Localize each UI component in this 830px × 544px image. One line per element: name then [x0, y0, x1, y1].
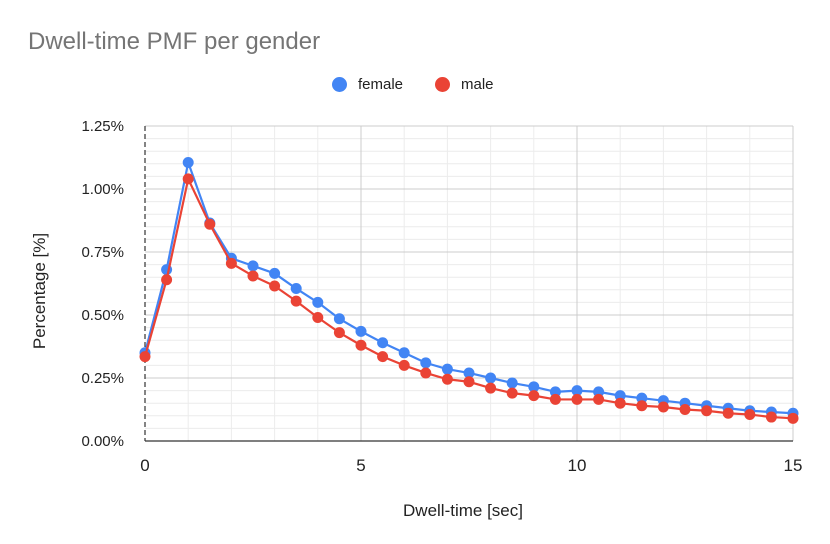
data-point-male[interactable] [333, 327, 345, 339]
legend-label-male: male [461, 76, 494, 93]
y-axis-title: Percentage [%] [30, 233, 49, 349]
x-tick-label: 5 [356, 456, 365, 475]
data-point-male[interactable] [312, 312, 324, 324]
data-point-female[interactable] [549, 386, 561, 398]
legend-marker-female [332, 77, 347, 92]
data-point-male[interactable] [161, 274, 173, 286]
data-point-female[interactable] [269, 267, 281, 279]
data-point-female[interactable] [485, 372, 497, 384]
data-point-male[interactable] [614, 397, 626, 409]
data-point-male[interactable] [420, 367, 432, 379]
data-point-male[interactable] [247, 270, 259, 282]
data-point-female[interactable] [290, 283, 302, 295]
major-gridlines [145, 125, 794, 441]
minor-gridlines [145, 126, 793, 441]
y-tick-label: 0.50% [81, 307, 124, 324]
axes [144, 126, 793, 442]
chart-title: Dwell-time PMF per gender [28, 28, 321, 55]
series-male [139, 173, 799, 424]
data-point-male[interactable] [441, 373, 453, 385]
data-point-male[interactable] [571, 393, 583, 405]
y-tick-label: 0.00% [81, 433, 124, 450]
data-point-female[interactable] [441, 363, 453, 375]
data-point-male[interactable] [701, 405, 713, 417]
data-point-male[interactable] [787, 412, 799, 424]
legend-item-female[interactable]: female [332, 76, 403, 93]
x-tick-label: 0 [140, 456, 149, 475]
legend-label-female: female [358, 76, 404, 93]
data-point-female[interactable] [420, 357, 432, 369]
data-point-female[interactable] [377, 337, 389, 349]
data-point-female[interactable] [614, 390, 626, 402]
data-point-male[interactable] [744, 409, 756, 421]
data-point-male[interactable] [722, 407, 734, 419]
data-point-female[interactable] [593, 386, 605, 398]
data-point-male[interactable] [182, 173, 194, 185]
data-point-male[interactable] [485, 382, 497, 394]
data-point-male[interactable] [549, 393, 561, 405]
data-point-male[interactable] [398, 359, 410, 371]
data-point-female[interactable] [182, 157, 194, 169]
data-point-male[interactable] [204, 218, 216, 230]
data-point-male[interactable] [355, 339, 367, 351]
data-point-male[interactable] [765, 411, 777, 423]
data-point-female[interactable] [312, 296, 324, 308]
data-point-male[interactable] [139, 351, 151, 363]
data-point-female[interactable] [506, 377, 518, 389]
data-point-male[interactable] [225, 257, 237, 269]
data-point-male[interactable] [506, 387, 518, 399]
legend[interactable]: female male [0, 76, 830, 100]
data-point-female[interactable] [636, 392, 648, 404]
tick-labels: 0.00% 0.25% 0.50% 0.75% 1.00% 1.25% 0 5 10 15 [81, 118, 802, 475]
y-tick-label: 1.25% [81, 118, 124, 135]
legend-marker-male [435, 77, 450, 92]
data-point-male[interactable] [269, 280, 281, 292]
data-point-female[interactable] [398, 347, 410, 359]
legend-item-male[interactable]: male [435, 76, 494, 93]
data-point-male[interactable] [528, 390, 540, 402]
y-tick-label: 0.75% [81, 244, 124, 261]
data-point-male[interactable] [377, 351, 389, 363]
data-point-male[interactable] [636, 400, 648, 412]
data-point-male[interactable] [593, 393, 605, 405]
data-point-male[interactable] [657, 401, 669, 413]
x-tick-label: 15 [784, 456, 803, 475]
series-layer [139, 157, 799, 424]
data-point-female[interactable] [355, 325, 367, 337]
x-tick-label: 10 [568, 456, 587, 475]
data-point-female[interactable] [247, 260, 259, 272]
y-tick-label: 1.00% [81, 181, 124, 198]
data-point-female[interactable] [463, 367, 475, 379]
data-point-female[interactable] [528, 381, 540, 393]
data-point-male[interactable] [463, 376, 475, 388]
x-axis-title: Dwell-time [sec] [403, 501, 523, 520]
y-tick-label: 0.25% [81, 370, 124, 387]
data-point-female[interactable] [333, 313, 345, 325]
data-point-male[interactable] [679, 404, 691, 415]
data-point-female[interactable] [571, 385, 583, 397]
data-point-male[interactable] [290, 295, 302, 307]
